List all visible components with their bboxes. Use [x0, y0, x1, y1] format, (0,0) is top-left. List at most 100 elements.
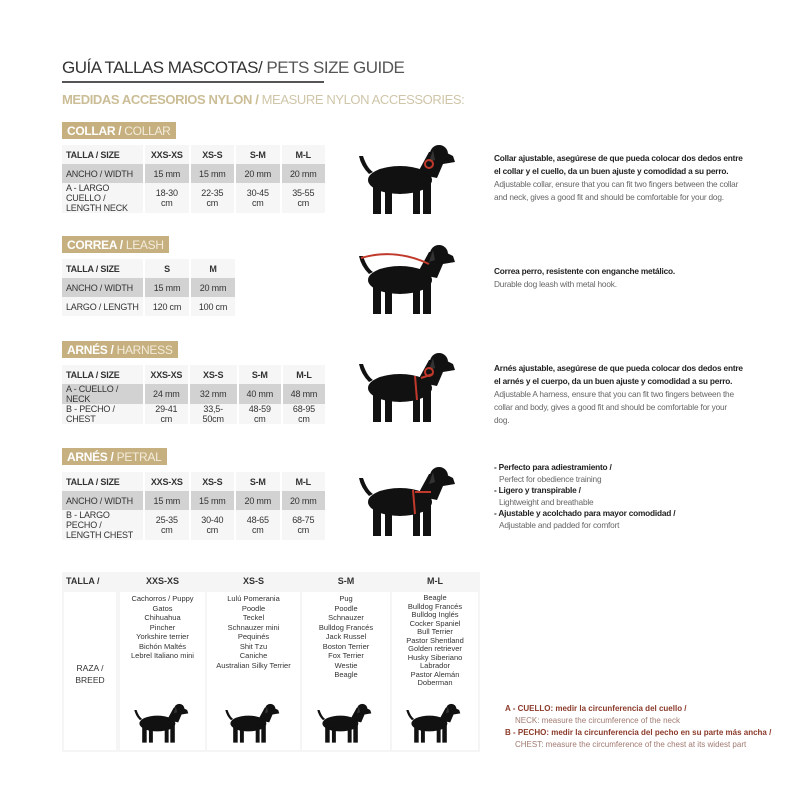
table-cell: 15 mm: [144, 164, 191, 183]
table-row: TALLA / SIZE XXS-XS XS-S S-M M-L: [62, 145, 328, 164]
table-row: TALLA / SIZE XXS-XS XS-S S-M M-L: [62, 365, 328, 384]
table-cell: 20 mm: [235, 164, 282, 183]
breed-item: Poodle: [241, 603, 266, 613]
table-cell: M: [190, 259, 237, 278]
dog-collar-icon: [355, 140, 465, 220]
collar-size-table: TALLA / SIZE XXS-XS XS-S S-M M-L ANCHO / WIDT…: [62, 145, 328, 213]
breed-item: Australian Silky Terrier: [216, 660, 291, 670]
dog-harness-icon: [355, 348, 465, 428]
table-cell: M-L: [280, 472, 328, 491]
breed-item: Cocker Spaniel: [409, 618, 461, 628]
breed-item: Cachorros / Puppy: [131, 594, 194, 603]
section-badge-leash: CORREA / LEASH: [62, 236, 169, 253]
table-cell: 33,5-50cm: [188, 404, 239, 424]
petral-features: - Perfecto para adiestramiento / Perfect …: [494, 462, 676, 530]
table-cell: 20 mm: [280, 164, 328, 183]
table-cell: 30-40 cm: [189, 510, 237, 540]
breed-item: Teckel: [242, 613, 265, 622]
leash-description: Correa perro, resistente con enganche me…: [494, 266, 676, 289]
row-label: TALLA / SIZE: [62, 145, 145, 164]
breed-item: Beagle: [423, 593, 447, 602]
table-cell: 48-65 cm: [235, 510, 282, 540]
breed-item: Bulldog Inglés: [411, 610, 459, 619]
breed-size-header: XXS-XS: [145, 576, 179, 586]
row-label: A - LARGO CUELLO / LENGTH NECK: [62, 183, 145, 213]
row-label: ANCHO / WIDTH: [62, 491, 145, 510]
table-cell: 25-35 cm: [144, 510, 191, 540]
table-row: A - CUELLO / NECK 24 mm 32 mm 40 mm 48 mm: [62, 384, 328, 404]
table-cell: 68-75 cm: [280, 510, 328, 540]
table-cell: XS-S: [188, 365, 239, 384]
table-cell: 32 mm: [188, 384, 239, 404]
breed-item: Jack Russel: [325, 632, 367, 641]
breed-size-header: S-M: [337, 576, 355, 586]
breed-item: Beagle: [334, 670, 358, 679]
section-badge-collar: COLLAR / COLLAR: [62, 122, 176, 139]
section-badge-petral: ARNÉS / PETRAL: [62, 448, 167, 465]
table-cell: 18-30 cm: [144, 183, 191, 213]
dog-silhouette-icon: [406, 703, 461, 743]
cat-and-small-dog-icon: [133, 703, 188, 743]
row-label: LARGO / LENGTH: [62, 297, 145, 316]
table-cell: XXS-XS: [144, 365, 190, 384]
breed-item: Boston Terrier: [322, 641, 370, 651]
table-cell: 48-59 cm: [237, 404, 283, 424]
table-cell: 30-45 cm: [235, 183, 282, 213]
breed-item: Bulldog Francés: [407, 601, 463, 611]
breed-item: Fox Terrier: [328, 651, 364, 660]
breed-item: Bulldog Francés: [318, 622, 374, 632]
row-label: B - PECHO / CHEST: [62, 404, 145, 424]
table-cell: S-M: [235, 472, 282, 491]
table-cell: 20 mm: [190, 278, 237, 297]
collar-description: Collar ajustable, asegúrese de que pueda…: [494, 153, 743, 202]
table-cell: 35-55 cm: [280, 183, 328, 213]
breed-item: Bichón Maltés: [138, 641, 187, 651]
measurement-notes: A - CUELLO: medir la circunferencia del …: [505, 704, 772, 749]
page-subtitle: MEDIDAS ACCESORIOS NYLON / MEASURE NYLON…: [62, 92, 465, 107]
table-row: ANCHO / WIDTH 15 mm 15 mm 20 mm 20 mm: [62, 491, 328, 510]
breed-item: Doberman: [417, 678, 453, 687]
row-label: A - CUELLO / NECK: [62, 384, 145, 404]
table-cell: S-M: [235, 145, 282, 164]
table-cell: 120 cm: [144, 297, 191, 316]
table-cell: 20 mm: [280, 491, 328, 510]
table-row: B - LARGO PECHO / LENGTH CHEST 25-35 cm 30…: [62, 510, 328, 540]
table-cell: 100 cm: [190, 297, 237, 316]
breed-item: Pastor Alemán: [410, 669, 460, 679]
harness-description: Arnés ajustable, asegúrese de que pueda …: [494, 363, 743, 425]
table-row: B - PECHO / CHEST 29-41 cm 33,5-50cm 48-59 …: [62, 404, 328, 424]
table-cell: 68-95 cm: [281, 404, 328, 424]
petral-size-table: TALLA / SIZE XXS-XS XS-S S-M M-L ANCHO / WIDT…: [62, 472, 328, 540]
table-row: TALLA / SIZE S M: [62, 259, 237, 278]
table-cell: S: [144, 259, 191, 278]
table-cell: 15 mm: [144, 491, 191, 510]
breed-item: Caniche: [239, 651, 268, 660]
dog-petral-icon: [355, 462, 465, 542]
table-cell: 24 mm: [144, 384, 190, 404]
row-label: B - LARGO PECHO / LENGTH CHEST: [62, 510, 145, 540]
table-row: ANCHO / WIDTH 15 mm 20 mm: [62, 278, 237, 297]
breed-list: Beagle Bulldog Francés Bulldog Inglés Cocke…: [392, 592, 478, 750]
table-cell: S-M: [237, 365, 283, 384]
table-row: LARGO / LENGTH 120 cm 100 cm: [62, 297, 237, 316]
breed-item: Lebrel Italiano mini: [131, 651, 194, 660]
table-cell: 48 mm: [281, 384, 328, 404]
dog-leash-icon: [355, 240, 465, 320]
breed-item: Schnauzer: [328, 613, 364, 622]
dog-silhouette-icon: [224, 703, 279, 743]
breed-item: Pug: [339, 594, 353, 603]
table-row: A - LARGO CUELLO / LENGTH NECK 18-30 cm 22…: [62, 183, 328, 213]
breed-size-header: TALLA / SIZE: [66, 576, 100, 604]
breed-item: Pastor Shentland: [406, 635, 464, 645]
table-cell: 15 mm: [144, 278, 191, 297]
breed-item: Gatos: [152, 603, 173, 613]
table-row: TALLA / SIZE XXS-XS XS-S S-M M-L: [62, 472, 328, 491]
row-label: ANCHO / WIDTH: [62, 164, 145, 183]
breed-item: Poodle: [334, 603, 358, 613]
breed-item: Pincher: [149, 622, 176, 632]
breed-item: Labrador: [419, 661, 451, 670]
table-cell: M-L: [281, 365, 328, 384]
table-cell: XS-S: [189, 472, 237, 491]
table-cell: XXS-XS: [144, 145, 191, 164]
section-badge-harness: ARNÉS / HARNESS: [62, 341, 178, 358]
